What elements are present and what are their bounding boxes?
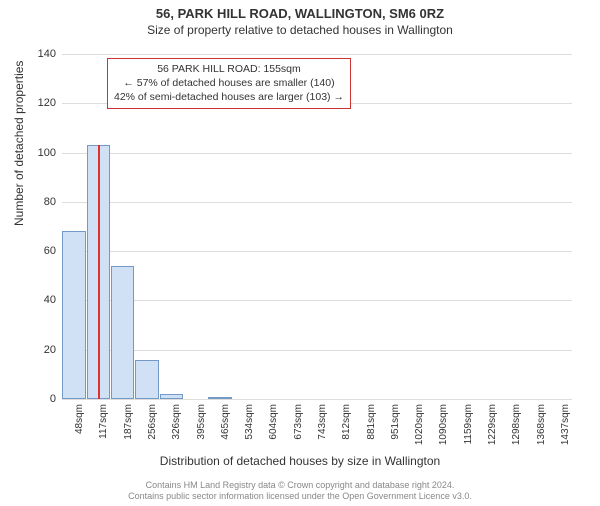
ytick-label: 100 <box>26 147 56 159</box>
annotation-line1: 56 PARK HILL ROAD: 155sqm <box>114 62 344 76</box>
ytick-label: 40 <box>26 294 56 306</box>
ytick-label: 140 <box>26 48 56 60</box>
footer: Contains HM Land Registry data © Crown c… <box>0 480 600 503</box>
chart-subtitle: Size of property relative to detached ho… <box>0 23 600 37</box>
histogram-bar <box>62 231 85 399</box>
gridline <box>62 399 572 400</box>
footer-line1: Contains HM Land Registry data © Crown c… <box>0 480 600 491</box>
gridline <box>62 202 572 203</box>
ytick-label: 120 <box>26 97 56 109</box>
chart-container: 56, PARK HILL ROAD, WALLINGTON, SM6 0RZ … <box>0 6 600 506</box>
gridline <box>62 300 572 301</box>
ytick-label: 60 <box>26 245 56 257</box>
y-axis-title: Number of detached properties <box>12 61 26 226</box>
chart-area: 02040608010012014048sqm117sqm187sqm256sq… <box>62 54 572 399</box>
histogram-bar <box>135 360 158 399</box>
marker-line <box>98 145 100 399</box>
page-title: 56, PARK HILL ROAD, WALLINGTON, SM6 0RZ <box>0 6 600 21</box>
histogram-bar <box>208 397 231 399</box>
gridline <box>62 153 572 154</box>
gridline <box>62 350 572 351</box>
footer-line2: Contains public sector information licen… <box>0 491 600 502</box>
ytick-label: 80 <box>26 196 56 208</box>
ytick-label: 20 <box>26 344 56 356</box>
ytick-label: 0 <box>26 393 56 405</box>
gridline <box>62 251 572 252</box>
histogram-bar <box>160 394 183 399</box>
annotation-line3: 42% of semi-detached houses are larger (… <box>114 90 344 104</box>
x-axis-title: Distribution of detached houses by size … <box>0 454 600 468</box>
gridline <box>62 54 572 55</box>
histogram-bar <box>111 266 134 399</box>
annotation-box: 56 PARK HILL ROAD: 155sqm ← 57% of detac… <box>107 58 351 109</box>
annotation-line2: ← 57% of detached houses are smaller (14… <box>114 76 344 90</box>
